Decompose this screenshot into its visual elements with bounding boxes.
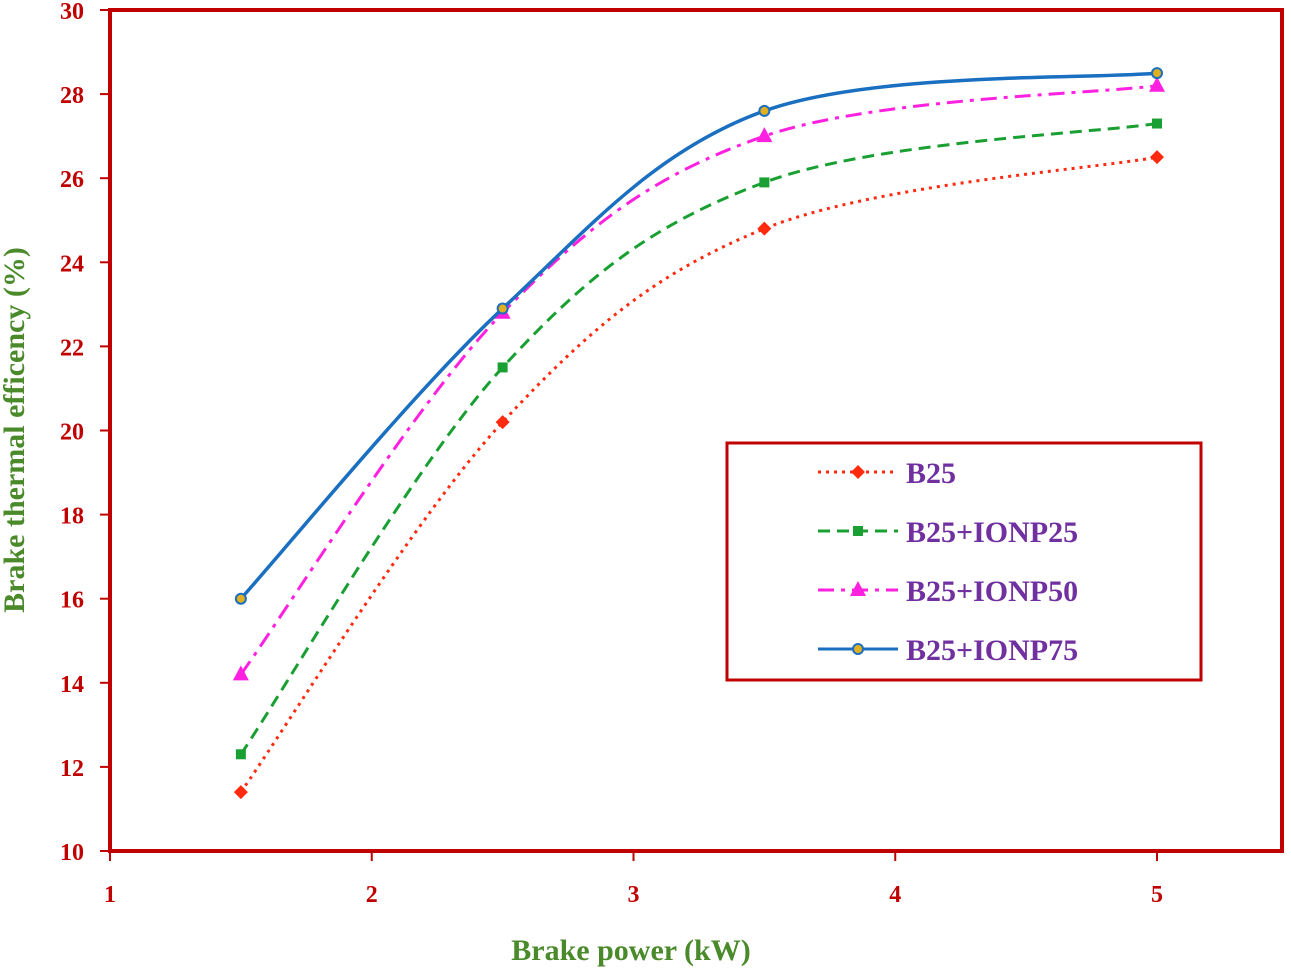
- series-line-2: [239, 84, 1158, 676]
- legend-label-3: B25+IONP75: [906, 634, 1078, 667]
- y-axis-title: Brake thermal efficency (%): [0, 247, 31, 613]
- series-2-point-3: [1149, 76, 1165, 92]
- series-0-point-0: [233, 785, 248, 800]
- series-layer: [232, 67, 1165, 800]
- y-tick-label-0: 10: [60, 840, 84, 866]
- y-tick-label-10: 30: [60, 0, 84, 25]
- legend: B25 B25+IONP25 B25+IONP50 B25+IONP75: [725, 441, 1203, 682]
- y-tick-label-2: 14: [60, 672, 84, 698]
- series-3-point-0: [234, 592, 247, 605]
- x-axis-title: Brake power (kW): [511, 934, 750, 967]
- x-tick-label-1: 2: [366, 882, 378, 908]
- series-line-1: [239, 122, 1158, 756]
- y-tick-label-8: 26: [60, 167, 84, 193]
- x-tick-label-3: 4: [889, 882, 901, 908]
- series-1-point-3: [1152, 118, 1162, 129]
- legend-box: [725, 441, 1203, 682]
- y-tick-label-9: 28: [60, 83, 84, 109]
- y-tick-label-5: 20: [60, 420, 84, 446]
- x-tick-label-2: 3: [628, 882, 640, 908]
- series-2-point-0: [232, 665, 249, 681]
- y-tick-label-6: 22: [60, 335, 84, 361]
- legend-marker-1: [853, 526, 863, 536]
- series-3-point-3: [1151, 67, 1163, 80]
- series-2-point-2: [756, 127, 773, 143]
- series-1-point-1: [497, 362, 508, 373]
- series-1-point-2: [759, 177, 770, 188]
- series-3-point-1: [496, 302, 509, 315]
- y-tick-label-7: 24: [60, 251, 84, 277]
- series-1-point-0: [235, 749, 246, 760]
- legend-label-2: B25+IONP50: [906, 575, 1078, 608]
- x-tick-label-0: 1: [104, 882, 116, 908]
- series-0-point-1: [495, 415, 510, 430]
- series-line-3: [239, 71, 1158, 600]
- series-0-point-2: [757, 221, 772, 236]
- y-tick-label-3: 16: [60, 588, 84, 614]
- legend-marker-3: [852, 643, 864, 655]
- legend-marker-0: [851, 465, 865, 479]
- legend-label-1: B25+IONP25: [906, 516, 1078, 549]
- series-0-point-3: [1150, 150, 1164, 165]
- y-tick-label-4: 18: [60, 504, 84, 530]
- legend-marker-2: [850, 581, 866, 596]
- y-tick-label-1: 12: [60, 756, 84, 782]
- x-tick-label-4: 5: [1151, 882, 1163, 908]
- legend-label-0: B25: [906, 457, 956, 490]
- series-3-point-2: [758, 104, 771, 117]
